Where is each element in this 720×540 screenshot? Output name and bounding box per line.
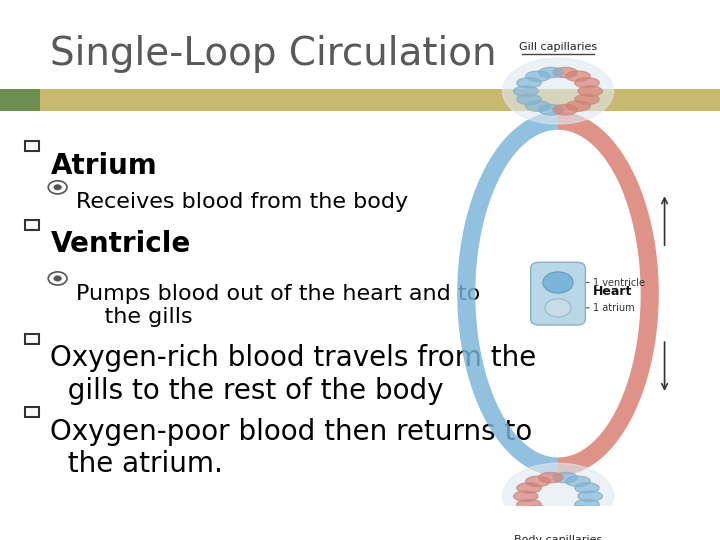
Polygon shape: [539, 472, 563, 483]
Polygon shape: [517, 483, 541, 493]
Bar: [0, 89, 40, 111]
Polygon shape: [526, 101, 550, 111]
Text: Atrium: Atrium: [50, 152, 157, 180]
Bar: [40, 89, 720, 111]
Text: Heart: Heart: [593, 285, 632, 298]
Polygon shape: [575, 78, 599, 88]
Text: Receives blood from the body: Receives blood from the body: [76, 192, 408, 212]
Polygon shape: [553, 472, 577, 483]
Text: Ventricle: Ventricle: [50, 231, 191, 258]
Circle shape: [54, 276, 61, 281]
Text: Body capillaries: Body capillaries: [514, 535, 602, 540]
Polygon shape: [526, 71, 550, 82]
Polygon shape: [526, 476, 550, 487]
Polygon shape: [539, 68, 563, 78]
Ellipse shape: [545, 299, 571, 317]
Polygon shape: [513, 86, 538, 96]
Text: Single-Loop Circulation: Single-Loop Circulation: [50, 36, 497, 73]
Text: 1 ventricle: 1 ventricle: [593, 278, 644, 287]
Polygon shape: [566, 506, 590, 516]
FancyBboxPatch shape: [531, 262, 585, 325]
Polygon shape: [553, 68, 577, 78]
Polygon shape: [517, 78, 541, 88]
Text: Oxygen-rich blood travels from the
  gills to the rest of the body: Oxygen-rich blood travels from the gills…: [50, 345, 536, 404]
Polygon shape: [566, 71, 590, 82]
Ellipse shape: [543, 272, 573, 293]
Text: 1 atrium: 1 atrium: [593, 303, 634, 313]
Polygon shape: [566, 476, 590, 487]
Polygon shape: [575, 94, 599, 105]
Polygon shape: [539, 510, 563, 520]
Polygon shape: [575, 500, 599, 510]
Polygon shape: [513, 491, 538, 501]
Polygon shape: [575, 483, 599, 493]
Text: Gill capillaries: Gill capillaries: [519, 42, 597, 52]
Polygon shape: [517, 500, 541, 510]
Circle shape: [54, 185, 61, 190]
Polygon shape: [578, 491, 603, 501]
Polygon shape: [503, 58, 613, 124]
Polygon shape: [558, 111, 659, 476]
Polygon shape: [578, 86, 603, 96]
Polygon shape: [526, 506, 550, 516]
Polygon shape: [553, 105, 577, 115]
Polygon shape: [566, 101, 590, 111]
Polygon shape: [539, 105, 563, 115]
Polygon shape: [457, 111, 558, 476]
Text: Pumps blood out of the heart and to
    the gills: Pumps blood out of the heart and to the …: [76, 284, 480, 327]
Polygon shape: [503, 463, 613, 529]
Polygon shape: [553, 510, 577, 520]
Text: Oxygen-poor blood then returns to
  the atrium.: Oxygen-poor blood then returns to the at…: [50, 418, 533, 478]
Polygon shape: [517, 94, 541, 105]
